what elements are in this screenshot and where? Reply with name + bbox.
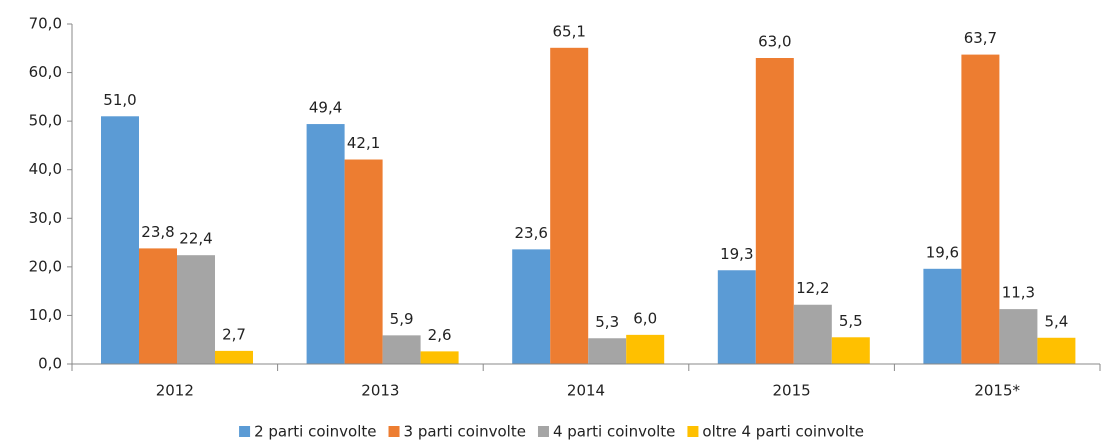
bar <box>923 268 962 364</box>
value-label: 23,8 <box>141 223 174 241</box>
y-tick-label: 20,0 <box>29 257 62 275</box>
value-label: 5,9 <box>390 310 414 328</box>
legend-swatch <box>388 426 400 437</box>
value-label: 5,5 <box>839 312 863 330</box>
bar <box>961 54 1000 364</box>
x-tick-label: 2015* <box>974 382 1020 400</box>
y-tick-label: 10,0 <box>29 306 62 324</box>
bar <box>717 270 756 364</box>
legend-label: 4 parti coinvolte <box>553 423 675 441</box>
value-label: 63,7 <box>964 29 997 47</box>
value-label: 23,6 <box>514 224 547 242</box>
bar <box>215 350 253 364</box>
y-tick-label: 50,0 <box>29 112 62 130</box>
legend-swatch <box>537 426 549 437</box>
y-tick-label: 60,0 <box>29 63 62 81</box>
bar <box>382 335 421 364</box>
bar <box>755 58 794 364</box>
legend-label: 3 parti coinvolte <box>404 423 526 441</box>
value-label: 19,3 <box>720 245 753 263</box>
value-label: 49,4 <box>309 99 342 117</box>
bar <box>626 334 665 364</box>
y-tick-label: 40,0 <box>29 160 62 178</box>
value-label: 11,3 <box>1002 284 1035 302</box>
bar <box>420 351 459 364</box>
value-label: 63,0 <box>758 33 791 51</box>
y-tick-label: 0,0 <box>38 355 62 373</box>
bar <box>101 116 139 365</box>
x-tick-label: 2013 <box>361 382 399 400</box>
bar <box>1037 337 1076 364</box>
bar <box>550 47 589 365</box>
legend-label: 2 parti coinvolte <box>254 423 376 441</box>
value-label: 2,6 <box>428 326 452 344</box>
y-tick-label: 30,0 <box>29 209 62 227</box>
legend-label: oltre 4 parti coinvolte <box>702 423 864 441</box>
bar <box>793 304 832 364</box>
x-tick-label: 2012 <box>156 382 194 400</box>
legend-swatch <box>239 426 251 437</box>
bar <box>177 255 215 364</box>
bar <box>512 249 551 364</box>
value-label: 12,2 <box>796 279 829 297</box>
value-label: 22,4 <box>179 230 212 248</box>
value-label: 65,1 <box>552 22 585 40</box>
bar <box>588 338 627 364</box>
value-label: 42,1 <box>347 134 380 152</box>
value-label: 5,4 <box>1044 312 1068 330</box>
bar <box>139 248 177 364</box>
value-label: 19,6 <box>926 243 959 261</box>
value-label: 51,0 <box>103 91 136 109</box>
value-label: 2,7 <box>222 325 246 343</box>
bar <box>344 159 383 364</box>
bar <box>831 337 870 364</box>
y-tick-label: 70,0 <box>29 15 62 33</box>
value-label: 5,3 <box>595 313 619 331</box>
bar <box>999 309 1038 364</box>
x-tick-label: 2015 <box>773 382 811 400</box>
x-tick-label: 2014 <box>567 382 605 400</box>
bar <box>306 124 345 364</box>
legend-swatch <box>687 426 699 437</box>
legend: 2 parti coinvolte 3 parti coinvolte 4 part… <box>239 423 864 441</box>
value-label: 6,0 <box>633 309 657 327</box>
